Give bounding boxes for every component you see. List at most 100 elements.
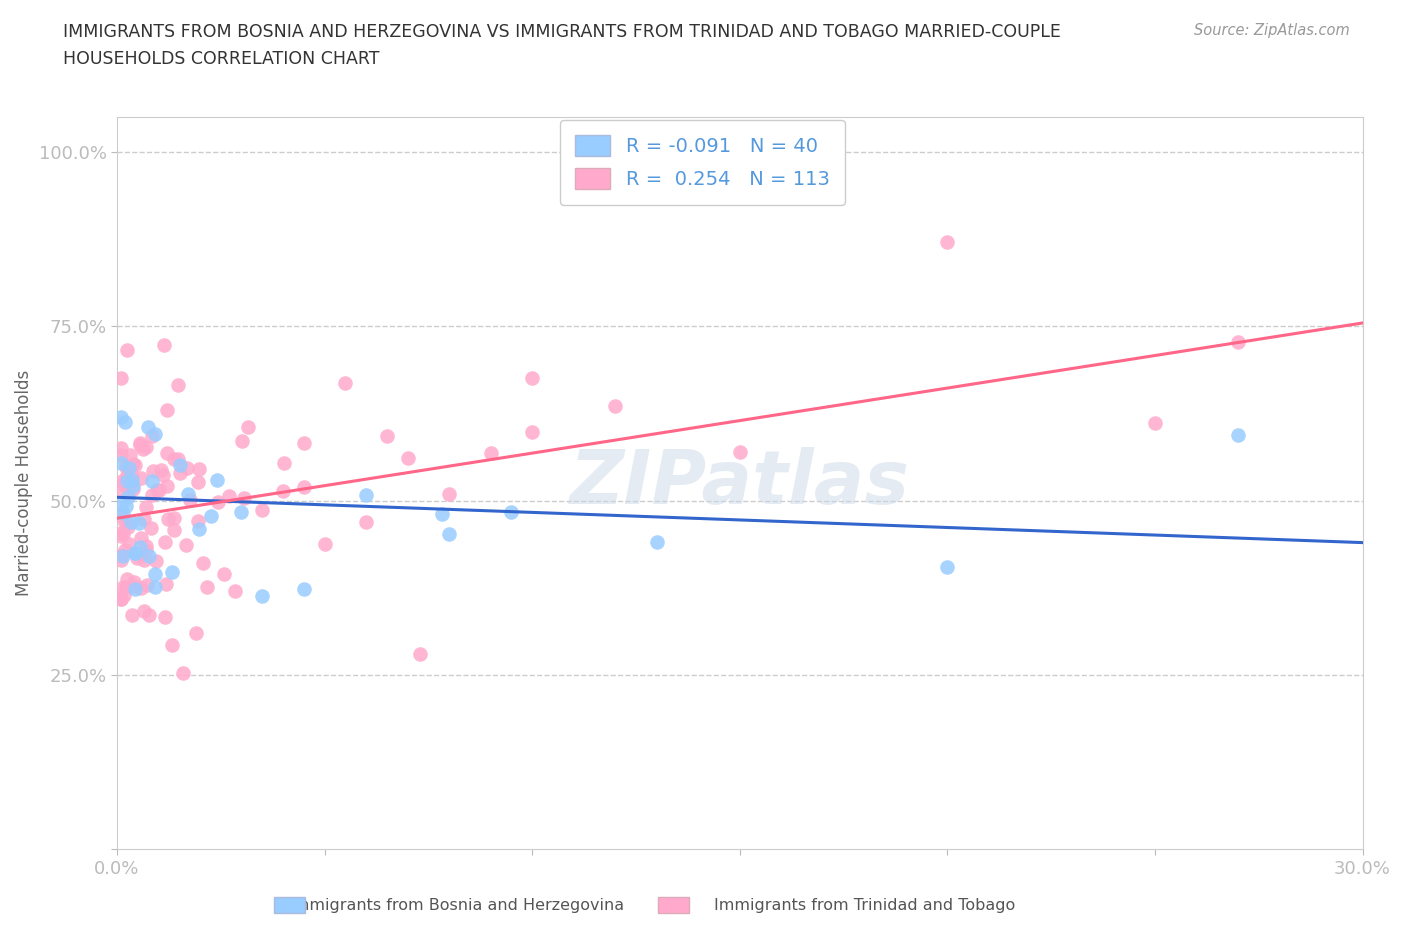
- Point: [172, 665, 194, 680]
- Point: [135, 542, 157, 557]
- Text: ZIPatlas: ZIPatlas: [569, 446, 910, 520]
- Point: [115, 460, 138, 475]
- Point: [115, 498, 138, 513]
- Text: Immigrants from Bosnia and Herzegovina: Immigrants from Bosnia and Herzegovina: [290, 898, 624, 913]
- Point: [409, 646, 432, 661]
- Point: [124, 545, 146, 560]
- Text: Source: ZipAtlas.com: Source: ZipAtlas.com: [1194, 23, 1350, 38]
- Point: [120, 448, 142, 463]
- Point: [155, 577, 177, 591]
- Point: [728, 445, 751, 459]
- Point: [111, 484, 134, 498]
- Point: [110, 552, 132, 567]
- Point: [111, 505, 134, 520]
- Point: [167, 452, 190, 467]
- Point: [187, 474, 209, 489]
- Point: [143, 579, 166, 594]
- Point: [501, 504, 523, 519]
- Point: [231, 433, 253, 448]
- Point: [162, 523, 184, 538]
- Point: [115, 572, 138, 587]
- Point: [117, 468, 139, 483]
- Point: [432, 506, 454, 521]
- Point: [112, 588, 135, 603]
- Point: [156, 479, 179, 494]
- Point: [157, 512, 180, 526]
- Point: [292, 480, 315, 495]
- Point: [114, 579, 136, 594]
- Point: [250, 589, 273, 604]
- Point: [141, 429, 163, 444]
- Point: [142, 463, 165, 478]
- Point: [179, 493, 201, 508]
- Point: [131, 471, 153, 485]
- Point: [184, 626, 207, 641]
- Point: [127, 551, 149, 565]
- Point: [115, 473, 138, 488]
- Point: [148, 483, 170, 498]
- Point: [132, 442, 155, 457]
- Point: [115, 515, 138, 530]
- Point: [520, 371, 543, 386]
- Point: [156, 402, 179, 417]
- Point: [110, 456, 132, 471]
- Point: [110, 528, 132, 543]
- Point: [479, 445, 502, 460]
- Point: [111, 473, 134, 488]
- Point: [121, 469, 143, 484]
- Point: [134, 604, 156, 618]
- Point: [118, 537, 141, 551]
- Point: [111, 549, 134, 564]
- Point: [155, 609, 177, 624]
- Point: [110, 525, 132, 540]
- Point: [136, 578, 159, 592]
- Point: [110, 498, 132, 512]
- Point: [188, 521, 211, 536]
- Point: [155, 445, 177, 460]
- Point: [114, 415, 136, 430]
- Point: [118, 460, 141, 475]
- Point: [110, 548, 132, 563]
- Point: [314, 537, 336, 551]
- Point: [218, 488, 240, 503]
- Point: [162, 637, 184, 652]
- Point: [136, 419, 159, 434]
- Point: [132, 552, 155, 567]
- Point: [200, 509, 222, 524]
- Point: [354, 514, 377, 529]
- Point: [110, 410, 132, 425]
- Point: [153, 338, 176, 352]
- Point: [273, 456, 295, 471]
- Point: [134, 512, 156, 526]
- Point: [111, 526, 134, 541]
- Point: [135, 499, 157, 514]
- Point: [169, 458, 191, 472]
- Point: [141, 473, 163, 488]
- Point: [271, 484, 294, 498]
- Point: [110, 591, 132, 606]
- Point: [160, 565, 183, 579]
- Point: [188, 461, 211, 476]
- Point: [117, 520, 139, 535]
- Point: [169, 465, 191, 480]
- Point: [150, 462, 173, 477]
- Point: [120, 514, 142, 529]
- Point: [224, 583, 246, 598]
- Point: [605, 399, 627, 414]
- Point: [207, 494, 229, 509]
- Text: IMMIGRANTS FROM BOSNIA AND HERZEGOVINA VS IMMIGRANTS FROM TRINIDAD AND TOBAGO MA: IMMIGRANTS FROM BOSNIA AND HERZEGOVINA V…: [63, 23, 1062, 68]
- Point: [122, 457, 145, 472]
- Point: [138, 607, 160, 622]
- Point: [520, 425, 543, 440]
- Point: [212, 566, 235, 581]
- Point: [141, 521, 163, 536]
- Point: [166, 379, 188, 393]
- Point: [177, 486, 200, 501]
- Point: [233, 490, 256, 505]
- Point: [375, 429, 398, 444]
- Point: [335, 376, 357, 391]
- Point: [114, 542, 136, 557]
- Point: [122, 575, 145, 590]
- Point: [163, 452, 186, 467]
- Point: [437, 526, 460, 541]
